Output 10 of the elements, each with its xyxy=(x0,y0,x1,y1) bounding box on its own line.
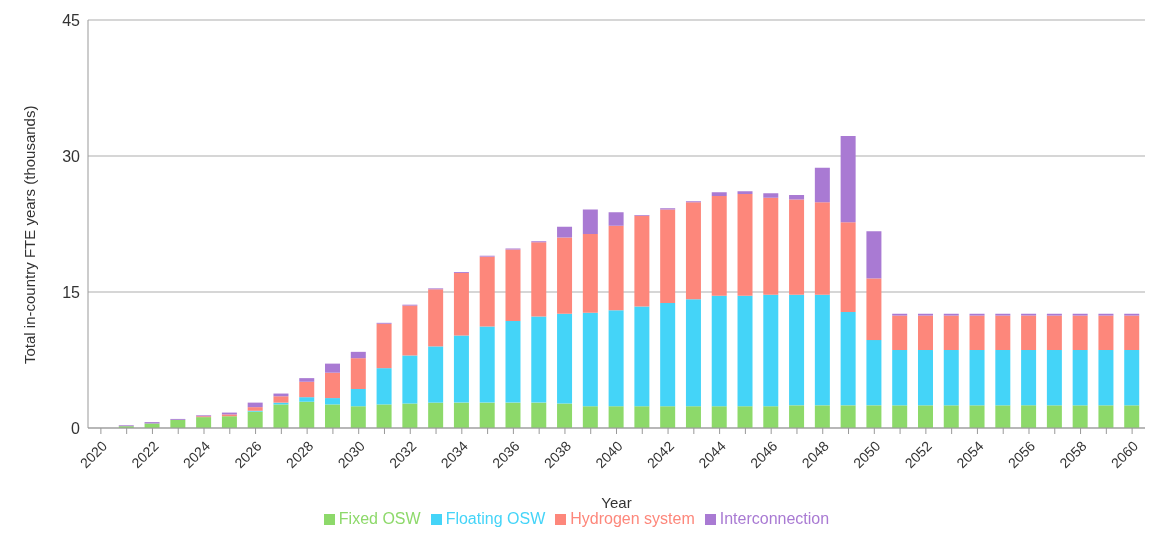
legend-label: Floating OSW xyxy=(445,510,546,527)
y-tick-label: 15 xyxy=(62,283,81,301)
y-tick-label: 0 xyxy=(71,419,81,437)
x-axis-title: Year xyxy=(601,494,632,511)
legend-label: Interconnection xyxy=(719,510,830,527)
legend-label: Hydrogen system xyxy=(570,510,695,527)
y-tick-label: 30 xyxy=(62,147,81,165)
y-axis-title: Total in-country FTE years (thousands) xyxy=(21,105,39,364)
y-tick-label: 45 xyxy=(62,11,81,29)
legend-label: Fixed OSW xyxy=(338,510,421,527)
